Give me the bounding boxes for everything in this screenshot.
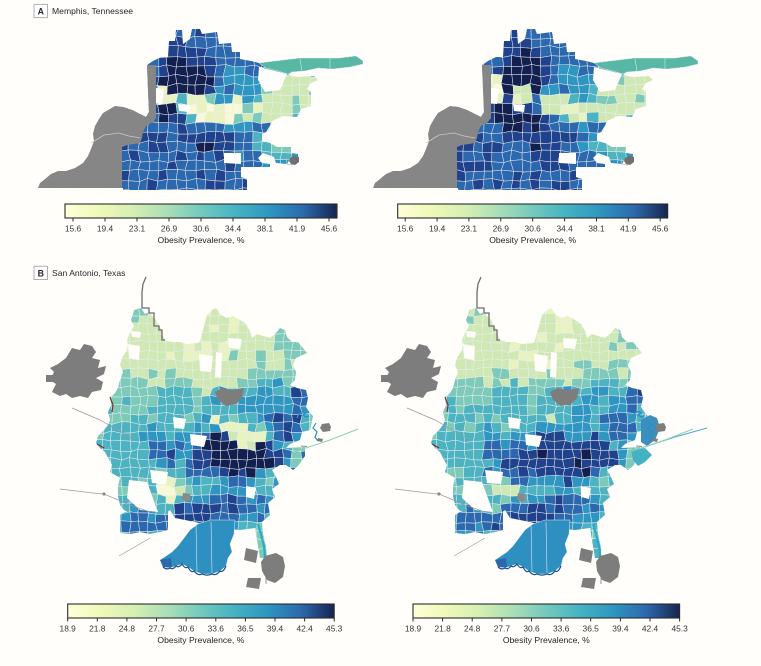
svg-text:36.5: 36.5 <box>583 624 600 634</box>
svg-text:33.6: 33.6 <box>208 624 225 634</box>
svg-text:45.6: 45.6 <box>321 224 338 234</box>
svg-text:26.9: 26.9 <box>493 224 510 234</box>
svg-text:B: B <box>38 268 44 278</box>
svg-text:39.4: 39.4 <box>267 624 284 634</box>
svg-text:30.6: 30.6 <box>525 224 542 234</box>
svg-text:30.6: 30.6 <box>193 224 210 234</box>
svg-text:24.8: 24.8 <box>464 624 481 634</box>
svg-text:15.6: 15.6 <box>397 224 414 234</box>
svg-text:45.6: 45.6 <box>652 224 669 234</box>
svg-text:33.6: 33.6 <box>553 624 570 634</box>
svg-text:26.9: 26.9 <box>161 224 178 234</box>
svg-text:A: A <box>38 6 45 16</box>
svg-text:45.3: 45.3 <box>671 624 688 634</box>
svg-text:San Antonio, Texas: San Antonio, Texas <box>52 268 125 278</box>
svg-text:41.9: 41.9 <box>289 224 306 234</box>
svg-text:38.1: 38.1 <box>257 224 274 234</box>
svg-text:42.4: 42.4 <box>296 624 313 634</box>
svg-text:19.4: 19.4 <box>97 224 114 234</box>
svg-text:30.6: 30.6 <box>178 624 195 634</box>
svg-text:Memphis, Tennessee: Memphis, Tennessee <box>52 6 133 16</box>
svg-text:21.8: 21.8 <box>89 624 106 634</box>
svg-text:23.1: 23.1 <box>461 224 478 234</box>
svg-text:19.4: 19.4 <box>429 224 446 234</box>
svg-text:27.7: 27.7 <box>494 624 511 634</box>
svg-text:21.8: 21.8 <box>434 624 451 634</box>
svg-text:38.1: 38.1 <box>588 224 605 234</box>
svg-text:Obesity Prevalence, %: Obesity Prevalence, % <box>158 235 245 245</box>
svg-text:36.5: 36.5 <box>237 624 254 634</box>
svg-text:42.4: 42.4 <box>642 624 659 634</box>
svg-text:41.9: 41.9 <box>620 224 637 234</box>
svg-text:18.9: 18.9 <box>405 624 422 634</box>
svg-text:23.1: 23.1 <box>129 224 146 234</box>
svg-text:Obesity Prevalence, %: Obesity Prevalence, % <box>503 635 590 645</box>
svg-text:39.4: 39.4 <box>612 624 629 634</box>
svg-text:Obesity Prevalence, %: Obesity Prevalence, % <box>157 635 244 645</box>
svg-text:18.9: 18.9 <box>60 624 77 634</box>
svg-text:27.7: 27.7 <box>148 624 165 634</box>
svg-text:Obesity Prevalence, %: Obesity Prevalence, % <box>489 235 576 245</box>
svg-text:24.8: 24.8 <box>119 624 136 634</box>
svg-text:15.6: 15.6 <box>65 224 82 234</box>
svg-text:45.3: 45.3 <box>326 624 343 634</box>
svg-text:34.4: 34.4 <box>225 224 242 234</box>
svg-text:30.6: 30.6 <box>523 624 540 634</box>
svg-text:34.4: 34.4 <box>556 224 573 234</box>
